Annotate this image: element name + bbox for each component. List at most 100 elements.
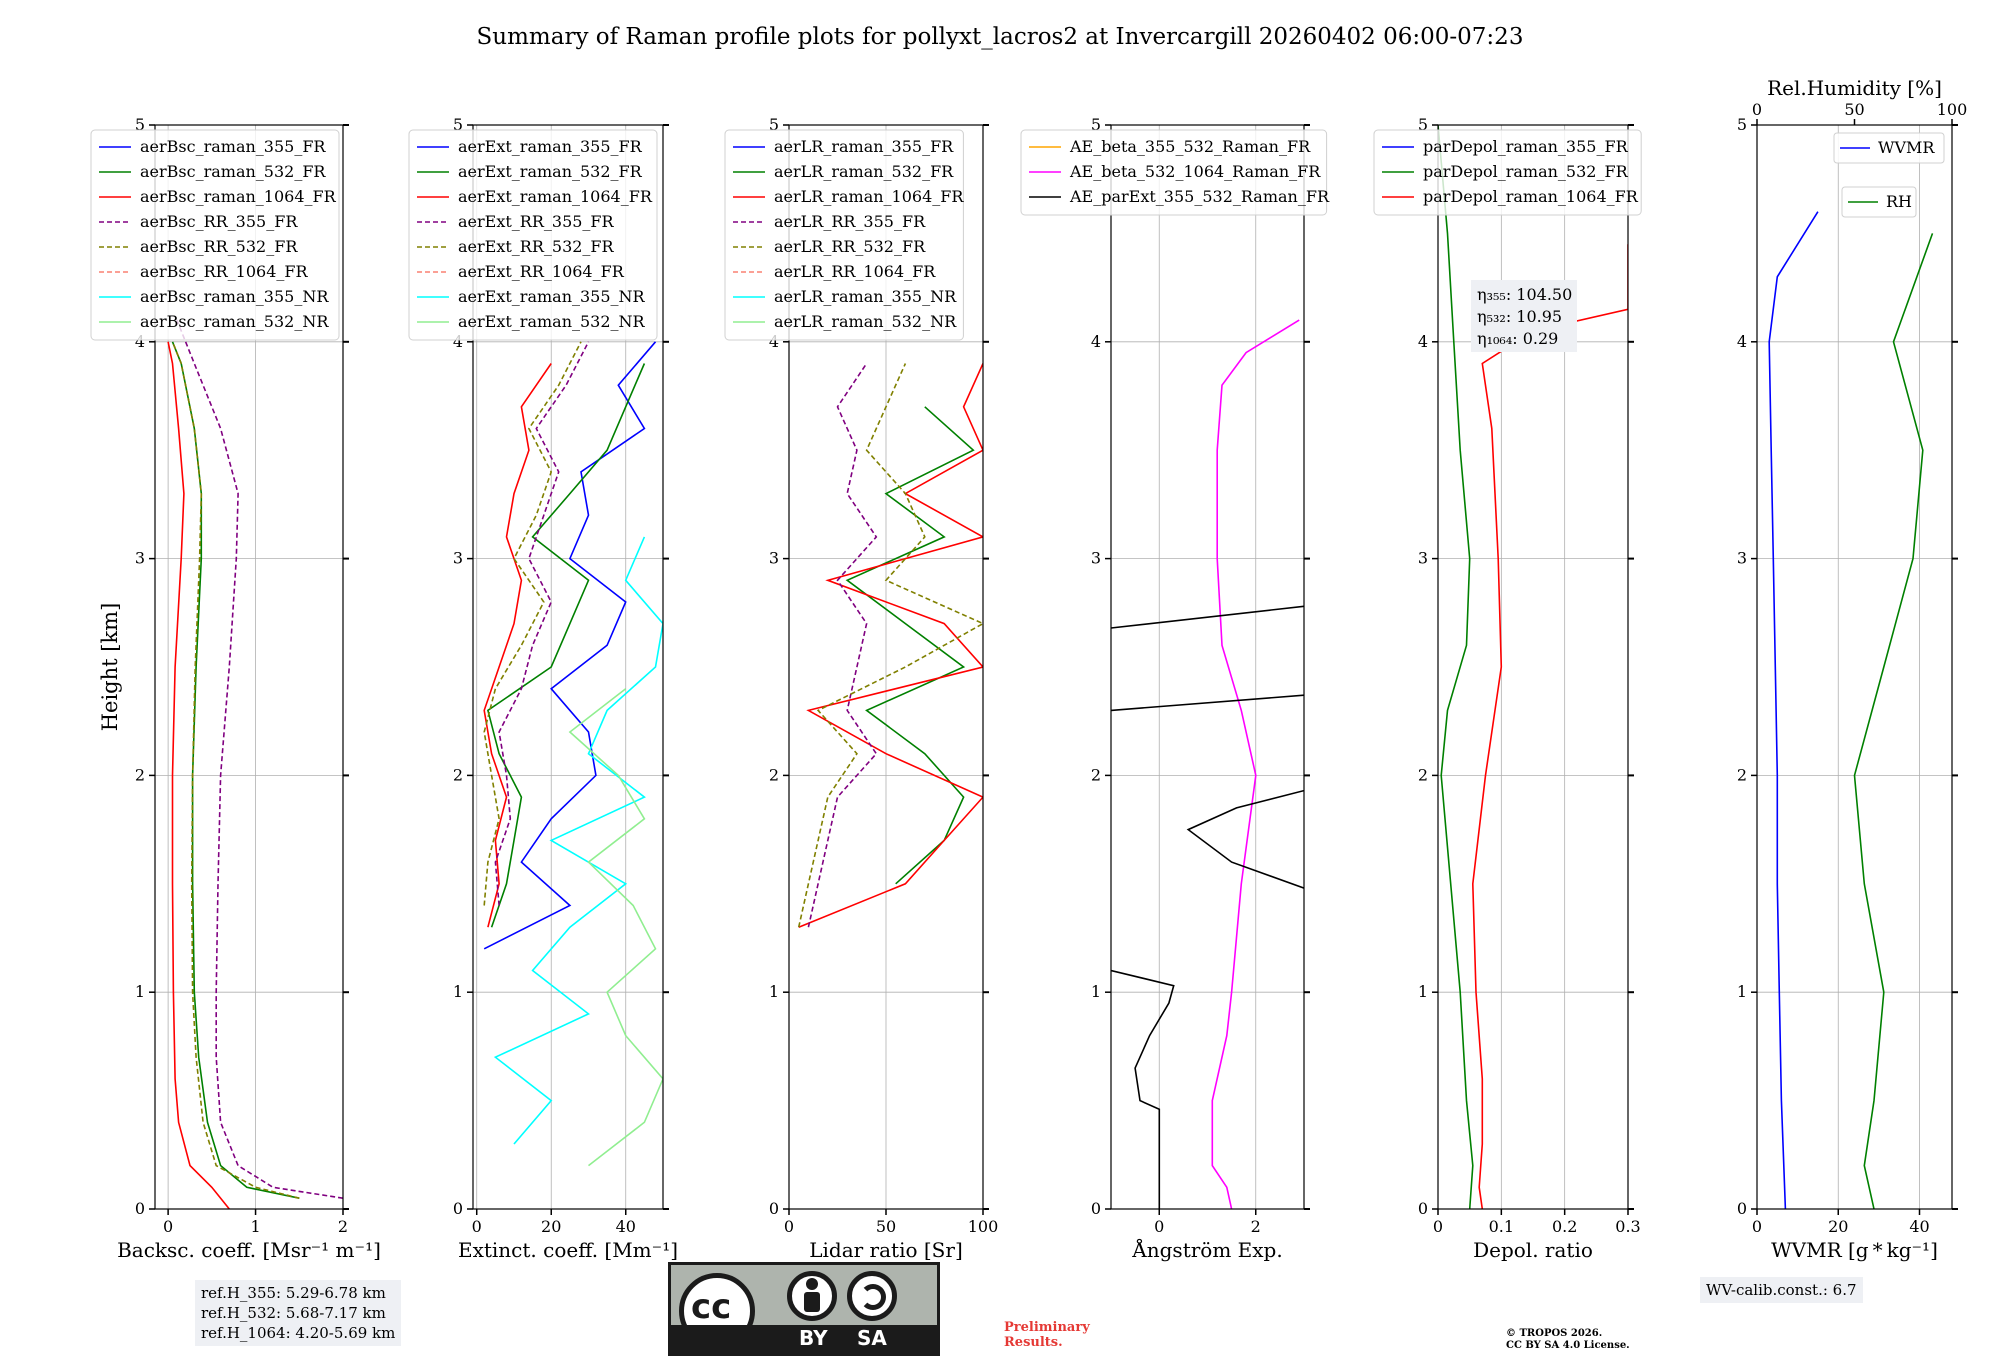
legend-label: aerLR_raman_1064_FR [774,187,964,206]
legend-label: aerExt_RR_355_FR [458,212,615,231]
legend-box [1373,129,1642,216]
series-line-aerBsc_raman_1064_FR [167,341,230,1209]
x-top-tick-label: 50 [1844,100,1864,119]
cc-license-badge: cc BY SA [668,1262,940,1356]
cc-sa-label: SA [857,1326,887,1350]
panel-extinction: 0 20 40 0 1 2 3 4 5 Extinct. coeff. [Mm⁻¹] aerExt_… [408,115,678,1262]
legend-label: aerBsc_raman_355_FR [140,137,326,156]
legend-label: aerBsc_RR_532_FR [140,237,298,256]
ref-height-1064: ref.H_1064: 4.20-5.69 km [201,1324,396,1342]
y-tick-label: 4 [1418,332,1428,351]
y-axis-label: Height [km] [98,603,122,732]
y-tick-label: 5 [1418,115,1428,134]
preliminary-line-1: Preliminary [1004,1320,1090,1335]
series-line-AE_parExt_355_532_Raman_FR (upper) [1186,789,1304,889]
x-axis-label: Depol. ratio [1473,1238,1593,1262]
y-tick-label: 5 [453,115,463,134]
x-tick-label: 0 [784,1217,794,1236]
x-axis-label: Ångström Exp. [1131,1237,1282,1262]
share-alike-arrow-icon [860,1284,886,1310]
series-line-aerLR_RR_532_FR [797,363,983,928]
x-top-axis-label: Rel.Humidity [%] [1767,76,1942,100]
series-line-aerLR_raman_1064_FR [798,363,983,928]
reference-heights-box: ref.H_355: 5.29-6.78 km ref.H_532: 5.68-… [195,1280,402,1346]
series-line-aerBsc_raman_532_FR [171,341,300,1199]
y-tick-label: 2 [1418,765,1428,784]
annotation-line: η₃₅₅: 104.50 [1477,285,1572,304]
y-tick-label: 5 [1091,115,1101,134]
panels: 0 1 2 0 1 2 3 4 5 Backsc. coeff. [Msr⁻¹ m⁻¹] Heigh… [90,76,1968,1262]
y-tick-label: 2 [769,765,779,784]
ref-height-355: ref.H_355: 5.29-6.78 km [201,1284,386,1302]
series-group [797,363,983,928]
axes-frame [1756,124,1953,1210]
legend-label: aerBsc_RR_355_FR [140,212,298,231]
series-group [1111,319,1304,1209]
x-axis-label: Extinct. coeff. [Mm⁻¹] [458,1238,678,1262]
y-tick-label: 2 [453,765,463,784]
x-axis-label: Backsc. coeff. [Msr⁻¹ m⁻¹] [117,1238,381,1262]
series-line-aerExt_raman_1064_FR [483,363,552,928]
figure-title: Summary of Raman profile plots for polly… [477,24,1524,50]
y-tick-label: 1 [453,982,463,1001]
series-line-WVMR [1768,211,1819,1209]
preliminary-line-2: Results. [1004,1335,1063,1350]
legend-label: aerExt_raman_532_FR [458,162,643,181]
x-axis-label: Lidar ratio [Sr] [809,1238,963,1262]
legend-label: WVMR [1878,138,1935,157]
x-tick-label: 0 [1154,1217,1164,1236]
legend-label: AE_beta_532_1064_Raman_FR [1069,162,1321,181]
axes-frame [154,124,344,1210]
y-tick-label: 4 [453,332,463,351]
x-top-tick-label: 0 [1752,100,1762,119]
legend-label: aerLR_RR_1064_FR [774,262,936,281]
cc-letters: cc [691,1287,732,1327]
y-tick-label: 2 [135,765,145,784]
y-tick-label: 0 [1418,1199,1428,1218]
y-tick-label: 1 [1418,982,1428,1001]
y-tick-label: 1 [769,982,779,1001]
x-top-tick-label: 100 [1937,100,1968,119]
annotation-box [1471,280,1577,352]
y-tick-label: 0 [1737,1199,1747,1218]
y-tick-label: 3 [453,549,463,568]
cc-by-label: BY [799,1326,828,1350]
y-tick-label: 4 [769,332,779,351]
y-tick-label: 1 [1091,982,1101,1001]
legend-box [1841,186,1917,218]
series-line-aerExt_raman_355_FR [483,341,657,950]
legend-label: aerExt_RR_1064_FR [458,262,625,281]
y-tick-label: 0 [1091,1199,1101,1218]
legend-label: AE_parExt_355_532_Raman_FR [1069,187,1330,206]
cc-bottom-bar [671,1325,937,1353]
legend-label: aerExt_raman_355_NR [458,287,646,306]
panel-lidar_ratio: 0 50 100 0 1 2 3 4 5 Lidar ratio [Sr] aerLR_raman_… [724,115,998,1262]
series-line-aerExt_raman_532_NR [568,688,663,1167]
x-tick-label: 0 [1752,1217,1762,1236]
y-tick-label: 0 [769,1199,779,1218]
series-line-AE_parExt_355_532_Raman_FR [1111,969,1175,1209]
y-tick-label: 4 [1091,332,1101,351]
series-line-AE_beta_532_1064_Raman_FR [1211,319,1300,1209]
legend-label: parDepol_raman_532_FR [1423,162,1629,181]
legend-label: aerExt_raman_355_FR [458,137,643,156]
copyright-line-1: © TROPOS 2026. [1506,1328,1603,1339]
x-tick-label: 2 [338,1217,348,1236]
annotation-line: η₅₃₂: 10.95 [1477,307,1562,326]
y-tick-label: 1 [135,982,145,1001]
y-tick-label: 4 [1737,332,1747,351]
legend-label: aerLR_RR_532_FR [774,237,926,256]
legend-label: RH [1886,192,1912,211]
wv-calib-box: WV-calib.const.: 6.7 [1700,1277,1863,1303]
series-line-parDepol_raman_532_FR [1438,125,1474,1209]
series-line-AE_parExt_355_532_Raman_FR (mid) [1111,694,1304,712]
y-tick-label: 2 [1737,765,1747,784]
preliminary-note: Preliminary Results. [1004,1320,1090,1350]
y-tick-label: 5 [1737,115,1747,134]
x-tick-label: 0 [472,1217,482,1236]
legend-label: aerBsc_RR_1064_FR [140,262,309,281]
y-tick-label: 1 [1737,982,1747,1001]
legend-box [724,129,964,341]
y-tick-label: 5 [769,115,779,134]
